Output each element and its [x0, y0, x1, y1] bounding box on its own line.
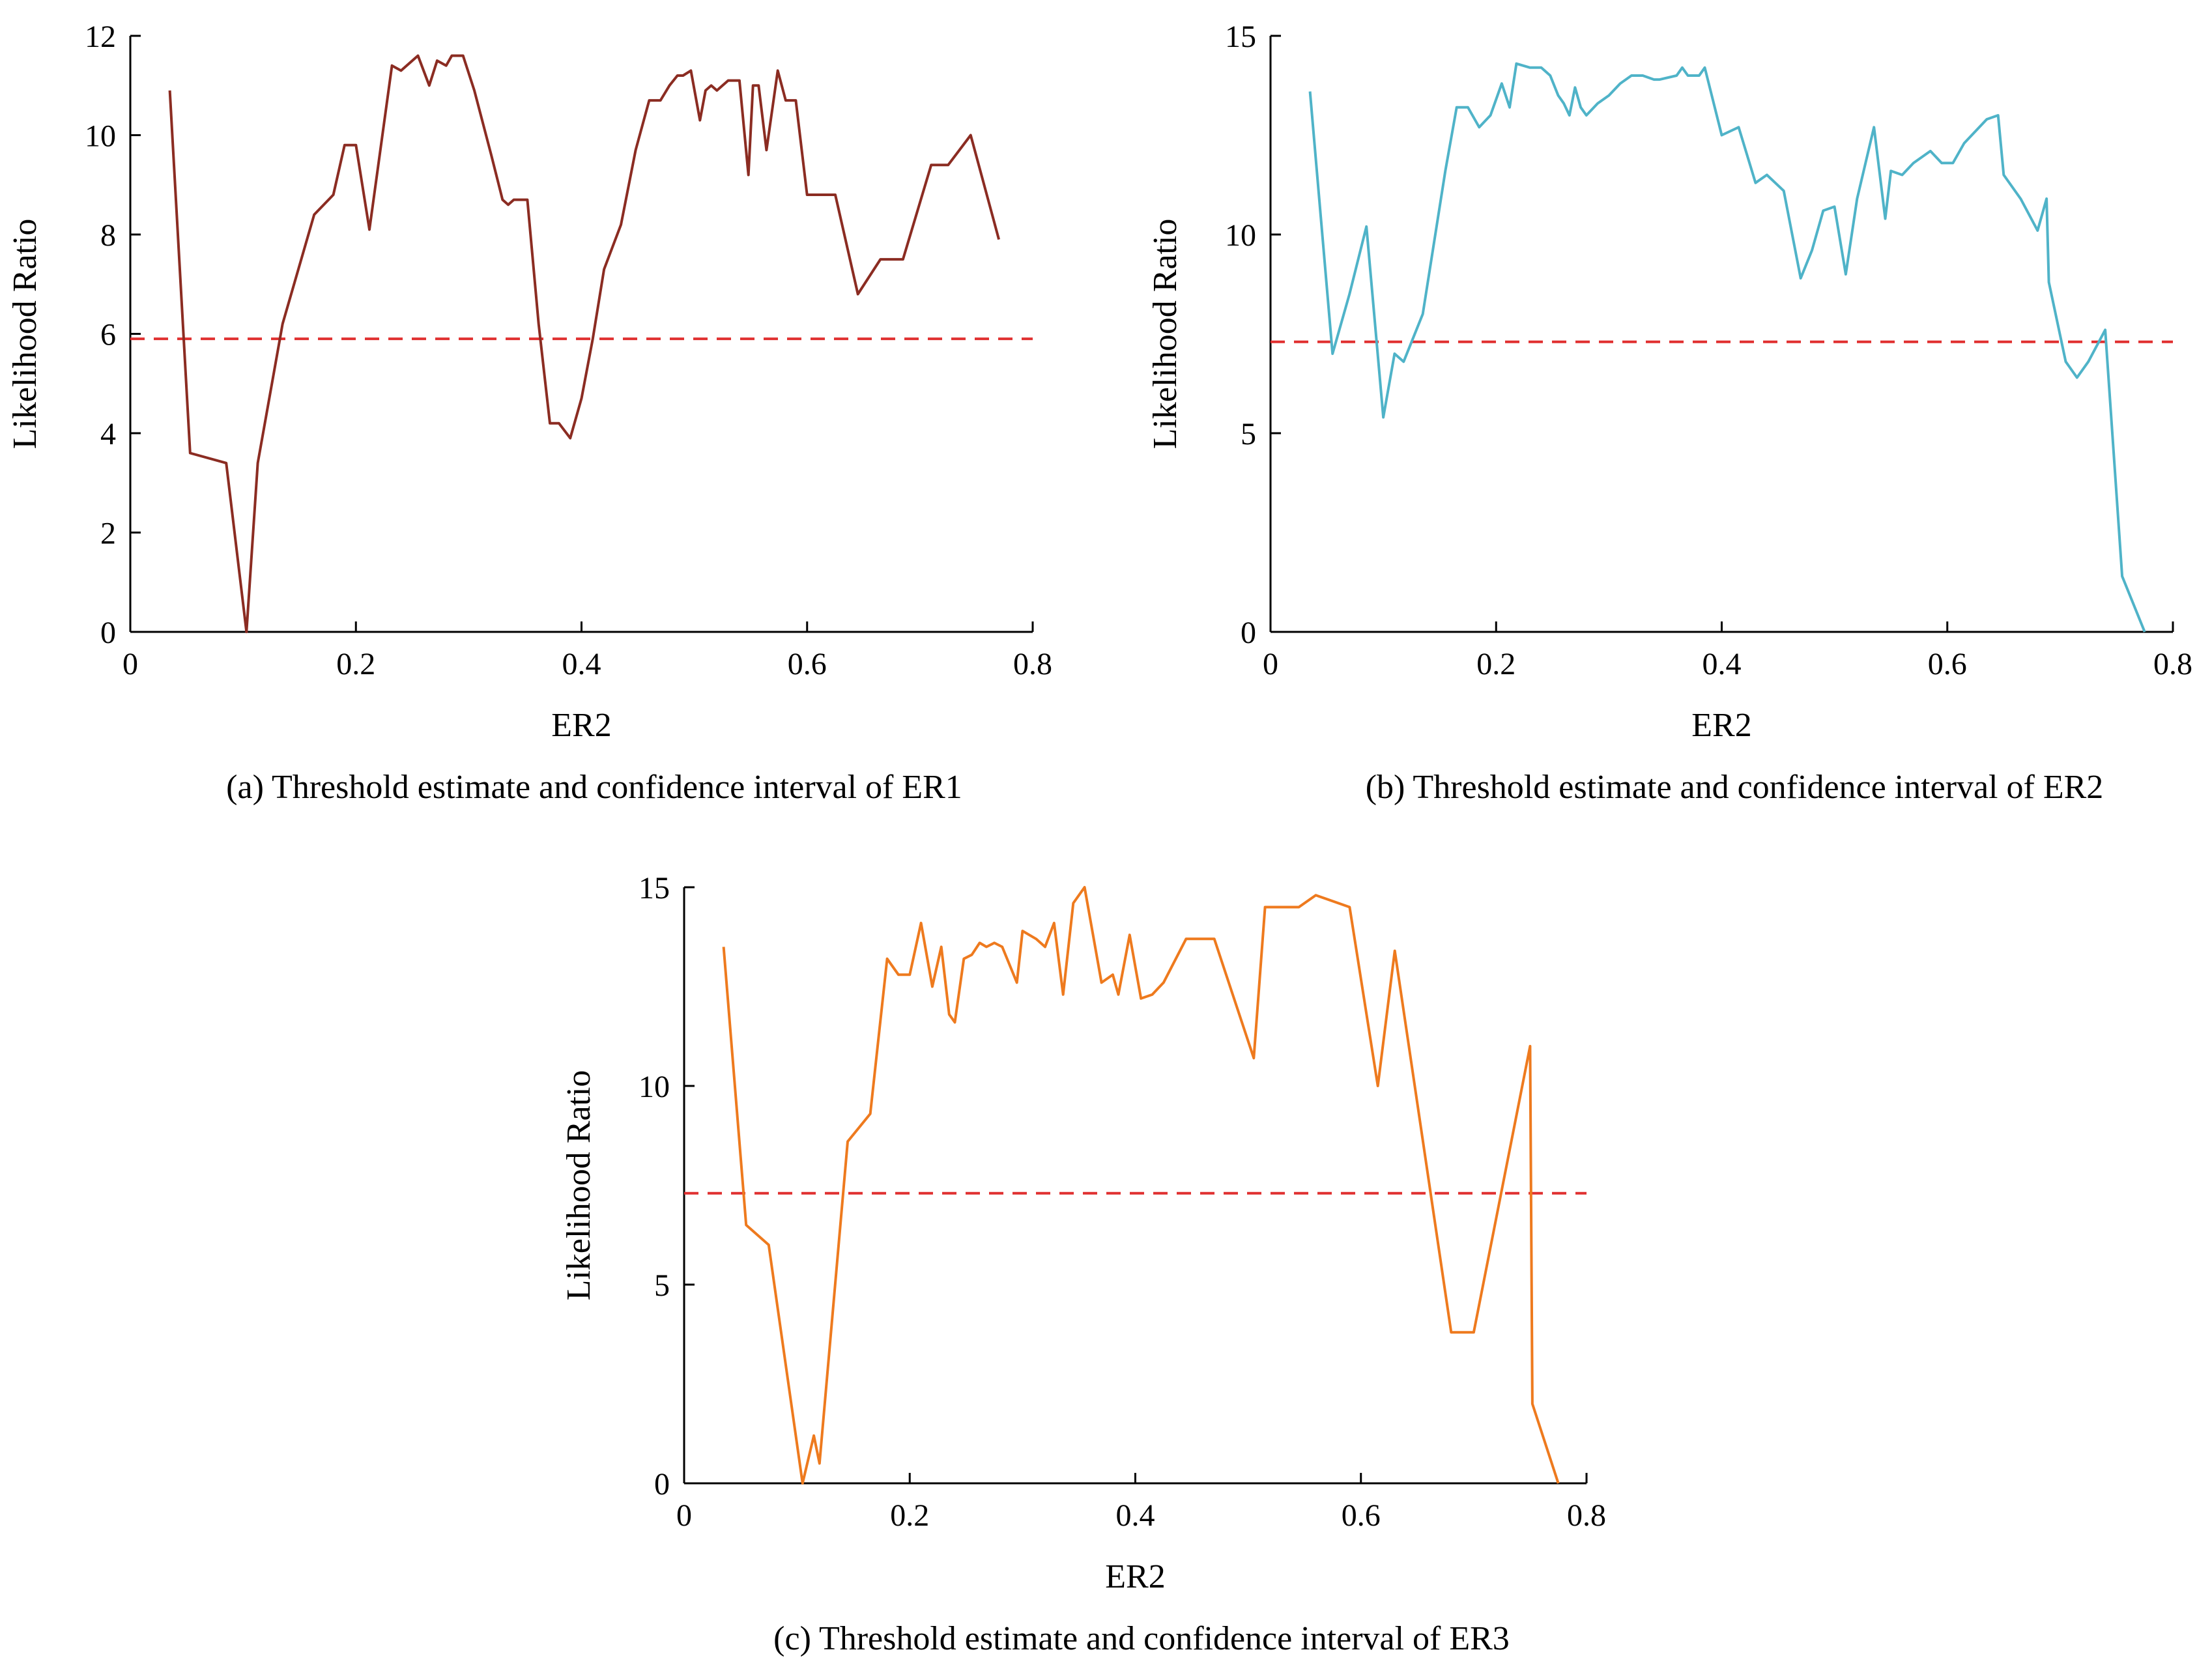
y-tick-label: 4 — [100, 417, 116, 451]
y-tick-label: 8 — [100, 218, 116, 253]
y-tick-label: 2 — [100, 517, 116, 551]
x-tick-label: 0.6 — [788, 647, 827, 681]
y-tick-label: 10 — [1225, 218, 1256, 253]
x-tick-label: 0.4 — [1702, 647, 1742, 681]
chart-caption: (b) Threshold estimate and confidence in… — [1366, 769, 2104, 806]
series-line-lr — [1308, 62, 2146, 633]
x-tick-label: 0.6 — [1342, 1498, 1381, 1533]
y-tick-label: 15 — [1225, 20, 1256, 54]
x-tick-label: 0.2 — [890, 1498, 929, 1533]
x-axis-label: ER2 — [1105, 1558, 1165, 1595]
y-tick-label: 15 — [639, 871, 670, 905]
x-tick-label: 0.4 — [1116, 1498, 1155, 1533]
chart-caption: (a) Threshold estimate and confidence in… — [226, 769, 962, 806]
x-tick-label: 0.2 — [336, 647, 375, 681]
y-tick-label: 10 — [639, 1070, 670, 1104]
x-tick-label: 0.8 — [2153, 647, 2192, 681]
x-tick-label: 0.6 — [1928, 647, 1967, 681]
x-axis-label: ER2 — [551, 707, 611, 744]
y-tick-label: 10 — [85, 119, 116, 154]
y-tick-label: 0 — [100, 616, 116, 650]
series-line-lr — [722, 886, 1560, 1485]
x-tick-label: 0.2 — [1476, 647, 1515, 681]
y-tick-label: 5 — [1241, 417, 1256, 451]
y-tick-label: 12 — [85, 20, 116, 54]
x-tick-label: 0.4 — [562, 647, 601, 681]
x-tick-label: 0 — [1263, 647, 1278, 681]
y-tick-label: 0 — [1241, 616, 1256, 650]
chart-panel-a: 0 0.2 0.4 0.6 0.8 0 2 4 6 8 10 12 ER2 Likelihood Rati… — [7, 20, 1052, 806]
x-tick-label: 0.8 — [1567, 1498, 1606, 1533]
series-line-lr — [168, 54, 1001, 633]
chart-panel-c: 0 0.2 0.4 0.6 0.8 0 5 10 15 ER2 Likelihood Ratio (c… — [560, 871, 1606, 1657]
x-tick-label: 0.8 — [1013, 647, 1052, 681]
y-axis-label: Likelihood Ratio — [7, 219, 44, 449]
x-tick-label: 0 — [122, 647, 138, 681]
y-tick-label: 5 — [654, 1268, 670, 1303]
y-axis-label: Likelihood Ratio — [560, 1070, 597, 1301]
y-axis-label: Likelihood Ratio — [1147, 219, 1184, 449]
chart-caption: (c) Threshold estimate and confidence in… — [773, 1620, 1510, 1657]
y-tick-label: 0 — [654, 1467, 670, 1502]
x-tick-label: 0 — [676, 1498, 692, 1533]
y-tick-label: 6 — [100, 318, 116, 352]
x-axis-label: ER2 — [1691, 707, 1751, 744]
chart-panel-b: 0 0.2 0.4 0.6 0.8 0 5 10 15 ER2 Likelihood Ratio (b… — [1147, 20, 2192, 806]
